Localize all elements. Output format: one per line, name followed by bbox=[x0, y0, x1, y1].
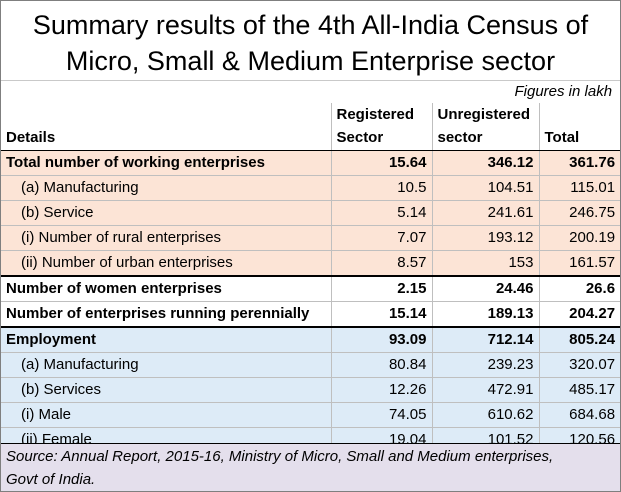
unregistered-value: 239.23 bbox=[431, 352, 539, 378]
row-label: (i) Number of rural enterprises bbox=[1, 225, 331, 251]
table-row: Number of women enterprises 2.15 24.46 2… bbox=[1, 276, 621, 302]
registered-value: 74.05 bbox=[330, 402, 432, 428]
registered-value: 8.57 bbox=[330, 250, 432, 277]
total-value: 805.24 bbox=[538, 327, 621, 353]
registered-value: 15.64 bbox=[330, 150, 432, 176]
title-line-1: Summary results of the 4th All-India Cen… bbox=[32, 10, 589, 40]
row-label: (a) Manufacturing bbox=[1, 175, 331, 201]
header-unregistered-line-2: sector bbox=[437, 129, 483, 146]
registered-value: 2.15 bbox=[330, 276, 432, 302]
header-registered: Registered Sector bbox=[330, 103, 432, 151]
row-label: Number of enterprises running perenniall… bbox=[1, 301, 331, 328]
header-registered-line-2: Sector bbox=[336, 129, 384, 146]
header-row: Details Registered Sector Unregistered s… bbox=[1, 103, 621, 151]
registered-value: 80.84 bbox=[330, 352, 432, 378]
table-row: (a) Manufacturing 80.84 239.23 320.07 bbox=[1, 352, 621, 378]
source-line-1: Source: Annual Report, 2015-16, Ministry… bbox=[6, 448, 554, 465]
row-label: Employment bbox=[1, 327, 331, 353]
row-label: Total number of working enterprises bbox=[1, 150, 331, 176]
total-value: 200.19 bbox=[538, 225, 621, 251]
table-row: (i) Male 74.05 610.62 684.68 bbox=[1, 402, 621, 428]
row-label: (b) Services bbox=[1, 377, 331, 403]
header-total: Total bbox=[538, 103, 621, 151]
table-row: Number of enterprises running perenniall… bbox=[1, 301, 621, 328]
total-value: 204.27 bbox=[538, 301, 621, 328]
unregistered-value: 346.12 bbox=[431, 150, 539, 176]
table-row: Total number of working enterprises 15.6… bbox=[1, 150, 621, 176]
registered-value: 12.26 bbox=[330, 377, 432, 403]
unregistered-value: 193.12 bbox=[431, 225, 539, 251]
total-value: 485.17 bbox=[538, 377, 621, 403]
table-row: (b) Services 12.26 472.91 485.17 bbox=[1, 377, 621, 403]
unregistered-value: 712.14 bbox=[431, 327, 539, 353]
header-unregistered: Unregistered sector bbox=[431, 103, 539, 151]
row-label: (ii) Number of urban enterprises bbox=[1, 250, 331, 277]
header-unregistered-line-1: Unregistered bbox=[437, 106, 531, 123]
figures-note-row: Figures in lakh bbox=[1, 81, 620, 103]
table-row: (i) Number of rural enterprises 7.07 193… bbox=[1, 225, 621, 251]
unregistered-value: 104.51 bbox=[431, 175, 539, 201]
row-label: Number of women enterprises bbox=[1, 276, 331, 302]
unregistered-value: 153 bbox=[431, 250, 539, 277]
unregistered-value: 472.91 bbox=[431, 377, 539, 403]
unregistered-value: 241.61 bbox=[431, 200, 539, 226]
total-value: 361.76 bbox=[538, 150, 621, 176]
row-label: (i) Male bbox=[1, 402, 331, 428]
total-value: 115.01 bbox=[538, 175, 621, 201]
table-row: (ii) Number of urban enterprises 8.57 15… bbox=[1, 250, 621, 277]
registered-value: 7.07 bbox=[330, 225, 432, 251]
row-label: (b) Service bbox=[1, 200, 331, 226]
title-line-2: Micro, Small & Medium Enterprise sector bbox=[65, 46, 556, 76]
row-label: (a) Manufacturing bbox=[1, 352, 331, 378]
unregistered-value: 189.13 bbox=[431, 301, 539, 328]
page-title: Summary results of the 4th All-India Cen… bbox=[1, 1, 620, 81]
header-details: Details bbox=[1, 103, 331, 151]
table-row: (b) Service 5.14 241.61 246.75 bbox=[1, 200, 621, 226]
unregistered-value: 24.46 bbox=[431, 276, 539, 302]
header-registered-line-1: Registered bbox=[336, 106, 415, 123]
registered-value: 93.09 bbox=[330, 327, 432, 353]
unregistered-value: 610.62 bbox=[431, 402, 539, 428]
source-note: Source: Annual Report, 2015-16, Ministry… bbox=[1, 443, 620, 491]
registered-value: 5.14 bbox=[330, 200, 432, 226]
total-value: 26.6 bbox=[538, 276, 621, 302]
summary-table: Figures in lakh Details Registered Secto… bbox=[1, 81, 621, 453]
total-value: 684.68 bbox=[538, 402, 621, 428]
total-value: 246.75 bbox=[538, 200, 621, 226]
total-value: 161.57 bbox=[538, 250, 621, 277]
registered-value: 15.14 bbox=[330, 301, 432, 328]
source-line-2: Govt of India. bbox=[6, 471, 96, 488]
registered-value: 10.5 bbox=[330, 175, 432, 201]
figures-note: Figures in lakh bbox=[514, 83, 613, 100]
total-value: 320.07 bbox=[538, 352, 621, 378]
table-row: Employment 93.09 712.14 805.24 bbox=[1, 327, 621, 353]
table-row: (a) Manufacturing 10.5 104.51 115.01 bbox=[1, 175, 621, 201]
